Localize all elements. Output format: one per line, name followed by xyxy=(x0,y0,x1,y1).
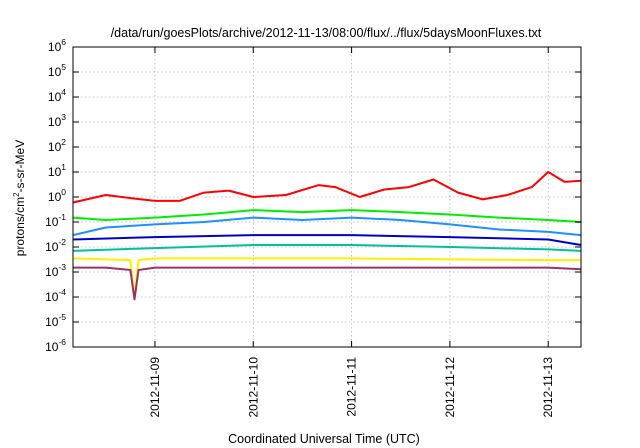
series-line-7 xyxy=(73,266,582,301)
ticks xyxy=(73,46,581,348)
x-tick-labels: 2012-11-09 2012-11-10 2012-11-11 2012-11-12… xyxy=(148,357,555,418)
x-tick-label: 2012-11-12 xyxy=(443,357,457,418)
y-tick-exponent: -3 xyxy=(58,262,66,272)
y-tick-label: 10-3 xyxy=(45,262,66,279)
y-tick-label: 106 xyxy=(48,37,66,54)
y-tick-exponent: -6 xyxy=(58,337,66,347)
y-tick-label: 105 xyxy=(48,62,66,79)
x-tick-label: 2012-11-10 xyxy=(246,357,260,418)
y-tick-base: 10 xyxy=(45,240,59,254)
y-tick-base: 10 xyxy=(45,315,59,329)
y-tick-label: 104 xyxy=(48,87,66,104)
y-tick-exponent: -2 xyxy=(58,237,66,247)
y-tick-label: 101 xyxy=(48,162,66,179)
y-tick-exponent: -1 xyxy=(58,212,66,222)
series-line-4 xyxy=(72,234,582,246)
y-tick-base: 10 xyxy=(48,40,62,54)
grid xyxy=(73,47,581,347)
y-tick-label: 103 xyxy=(48,112,66,129)
x-axis-label: Coordinated Universal Time (UTC) xyxy=(228,432,420,446)
x-tick-label: 2012-11-11 xyxy=(345,357,359,417)
y-tick-label: 10-1 xyxy=(45,212,66,229)
y-tick-base: 10 xyxy=(48,165,62,179)
series-line-5 xyxy=(72,244,582,252)
y-tick-exponent: 5 xyxy=(61,62,66,72)
y-tick-exponent: 2 xyxy=(61,137,66,147)
y-tick-exponent: 1 xyxy=(61,162,66,172)
y-tick-base: 10 xyxy=(48,65,62,79)
y-tick-label: 10-4 xyxy=(45,287,66,304)
y-tick-base: 10 xyxy=(45,340,59,354)
y-tick-exponent: 3 xyxy=(61,112,66,122)
y-tick-label: 10-2 xyxy=(45,237,66,254)
y-tick-exponent: -5 xyxy=(58,312,66,322)
chart-title: /data/run/goesPlots/archive/2012-11-13/0… xyxy=(111,26,542,40)
y-tick-base: 10 xyxy=(45,265,59,279)
y-tick-label: 102 xyxy=(48,137,66,154)
y-tick-base: 10 xyxy=(48,140,62,154)
y-axis-label-rest: -s-sr-MeV xyxy=(13,140,27,193)
y-tick-base: 10 xyxy=(48,115,62,129)
series-line-2 xyxy=(72,209,582,223)
y-tick-exponent: 4 xyxy=(61,87,66,97)
y-tick-exponent: -4 xyxy=(58,287,66,297)
series-line-6 xyxy=(72,257,581,298)
y-tick-base: 10 xyxy=(45,215,59,229)
y-tick-labels: 10-610-510-410-310-210-11001011021031041… xyxy=(45,37,66,354)
series-line-1 xyxy=(72,171,582,204)
y-tick-base: 10 xyxy=(48,190,62,204)
y-tick-label: 10-6 xyxy=(45,337,66,354)
y-axis-label-base: protons/cm xyxy=(13,197,27,256)
series-layer xyxy=(72,171,582,301)
x-tick-label: 2012-11-09 xyxy=(148,357,162,418)
x-tick-label: 2012-11-13 xyxy=(541,357,555,418)
y-tick-base: 10 xyxy=(45,290,59,304)
y-tick-exponent: 0 xyxy=(61,187,66,197)
y-tick-label: 100 xyxy=(48,187,66,204)
y-axis-label-exponent: 2 xyxy=(12,192,21,197)
y-axis-label: protons/cm2-s-sr-MeV xyxy=(12,140,27,256)
y-tick-base: 10 xyxy=(48,90,62,104)
y-tick-label: 10-5 xyxy=(45,312,66,329)
series-line-3 xyxy=(72,216,582,237)
y-tick-exponent: 6 xyxy=(61,37,66,47)
